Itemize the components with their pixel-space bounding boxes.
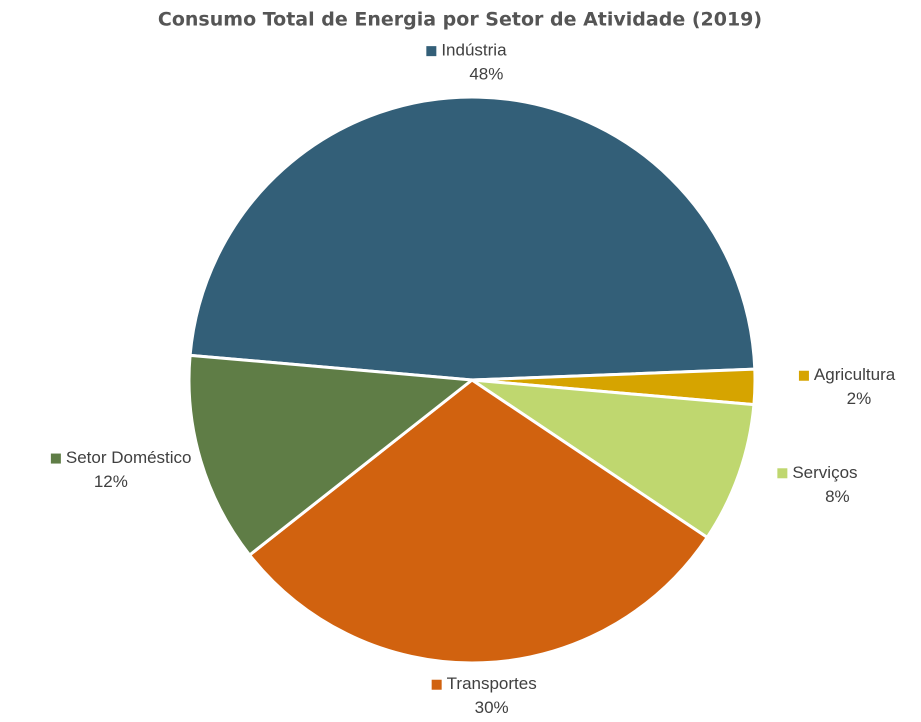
- pie-slice: [187, 353, 476, 558]
- legend-marker: [777, 468, 788, 479]
- value-label: 12%: [94, 472, 128, 491]
- value-label: 8%: [825, 487, 850, 506]
- value-label: 2%: [847, 389, 872, 408]
- legend-marker: [426, 46, 437, 57]
- legend-marker: [798, 370, 809, 381]
- slice-label: Indústria: [441, 41, 507, 60]
- pie-slice: [247, 378, 710, 665]
- value-label: 30%: [475, 698, 509, 717]
- slice-label: Setor Doméstico: [66, 448, 192, 467]
- slice-label: Transportes: [447, 674, 537, 693]
- slice-label: Agricultura: [814, 365, 896, 384]
- value-label: 48%: [469, 65, 503, 84]
- pie-slice: [188, 95, 757, 382]
- pie-slice: [471, 378, 756, 540]
- slice-label: Serviços: [792, 463, 857, 482]
- legend-marker: [50, 453, 61, 464]
- chart-title: Consumo Total de Energia por Setor de At…: [158, 9, 762, 31]
- legend-marker: [431, 679, 442, 690]
